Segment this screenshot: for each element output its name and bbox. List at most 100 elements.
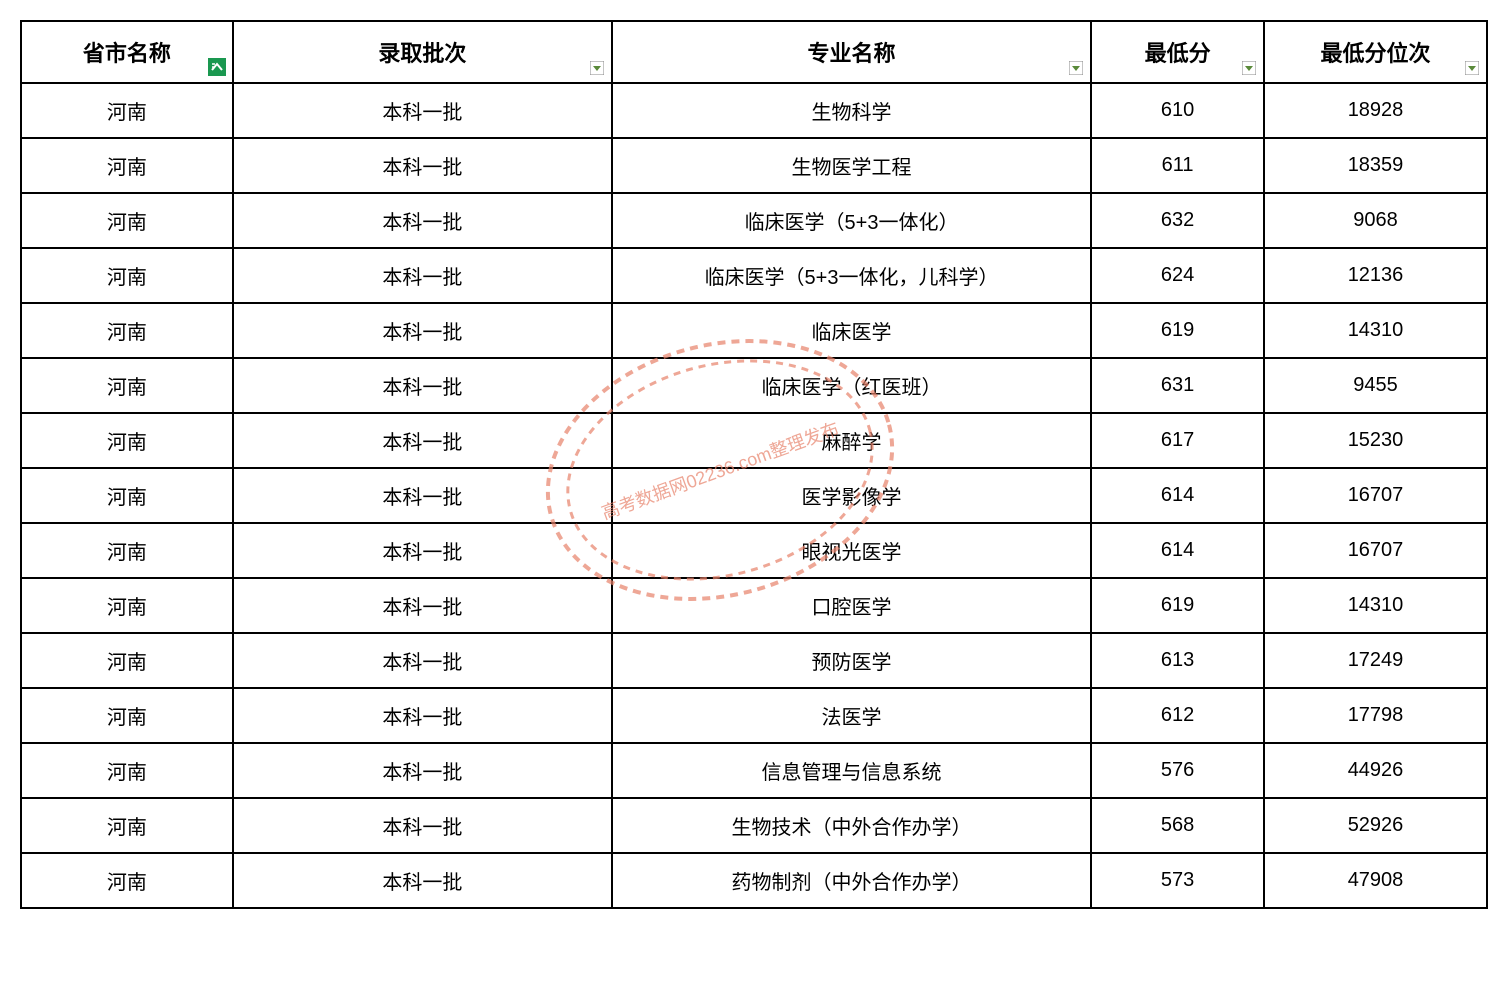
cell-province: 河南 xyxy=(21,578,233,633)
cell-major: 临床医学（5+3一体化，儿科学） xyxy=(612,248,1091,303)
cell-score: 576 xyxy=(1091,743,1264,798)
table-row: 河南本科一批眼视光医学61416707 xyxy=(21,523,1487,578)
cell-province: 河南 xyxy=(21,138,233,193)
cell-major: 医学影像学 xyxy=(612,468,1091,523)
cell-batch: 本科一批 xyxy=(233,798,612,853)
filter-dropdown-icon[interactable] xyxy=(589,60,605,76)
table-row: 河南本科一批麻醉学61715230 xyxy=(21,413,1487,468)
cell-batch: 本科一批 xyxy=(233,303,612,358)
cell-major: 临床医学 xyxy=(612,303,1091,358)
cell-province: 河南 xyxy=(21,358,233,413)
table-row: 河南本科一批医学影像学61416707 xyxy=(21,468,1487,523)
cell-score: 619 xyxy=(1091,303,1264,358)
cell-score: 611 xyxy=(1091,138,1264,193)
cell-batch: 本科一批 xyxy=(233,688,612,743)
cell-batch: 本科一批 xyxy=(233,138,612,193)
filter-dropdown-icon[interactable] xyxy=(1068,60,1084,76)
cell-rank: 9068 xyxy=(1264,193,1487,248)
table-row: 河南本科一批临床医学（5+3一体化，儿科学）62412136 xyxy=(21,248,1487,303)
table-header: 省市名称 录取批次 专业名称 xyxy=(21,21,1487,83)
admission-table: 省市名称 录取批次 专业名称 xyxy=(20,20,1488,909)
cell-score: 612 xyxy=(1091,688,1264,743)
cell-major: 生物科学 xyxy=(612,83,1091,138)
cell-major: 口腔医学 xyxy=(612,578,1091,633)
cell-province: 河南 xyxy=(21,853,233,908)
cell-province: 河南 xyxy=(21,193,233,248)
cell-rank: 15230 xyxy=(1264,413,1487,468)
cell-province: 河南 xyxy=(21,798,233,853)
cell-major: 临床医学（红医班） xyxy=(612,358,1091,413)
cell-rank: 17798 xyxy=(1264,688,1487,743)
cell-province: 河南 xyxy=(21,83,233,138)
cell-rank: 12136 xyxy=(1264,248,1487,303)
table-row: 河南本科一批临床医学（红医班）6319455 xyxy=(21,358,1487,413)
cell-batch: 本科一批 xyxy=(233,248,612,303)
cell-score: 631 xyxy=(1091,358,1264,413)
cell-score: 614 xyxy=(1091,468,1264,523)
header-rank[interactable]: 最低分位次 xyxy=(1264,21,1487,83)
cell-batch: 本科一批 xyxy=(233,193,612,248)
cell-score: 568 xyxy=(1091,798,1264,853)
cell-rank: 14310 xyxy=(1264,303,1487,358)
header-score-label: 最低分 xyxy=(1145,41,1211,66)
cell-rank: 47908 xyxy=(1264,853,1487,908)
sort-icon[interactable] xyxy=(208,58,226,76)
table-row: 河南本科一批临床医学61914310 xyxy=(21,303,1487,358)
table-row: 河南本科一批预防医学61317249 xyxy=(21,633,1487,688)
table-row: 河南本科一批生物医学工程61118359 xyxy=(21,138,1487,193)
cell-batch: 本科一批 xyxy=(233,413,612,468)
cell-province: 河南 xyxy=(21,743,233,798)
header-row: 省市名称 录取批次 专业名称 xyxy=(21,21,1487,83)
table-row: 河南本科一批临床医学（5+3一体化）6329068 xyxy=(21,193,1487,248)
cell-province: 河南 xyxy=(21,413,233,468)
cell-province: 河南 xyxy=(21,468,233,523)
table-row: 河南本科一批信息管理与信息系统57644926 xyxy=(21,743,1487,798)
cell-rank: 17249 xyxy=(1264,633,1487,688)
cell-batch: 本科一批 xyxy=(233,853,612,908)
cell-batch: 本科一批 xyxy=(233,83,612,138)
cell-rank: 44926 xyxy=(1264,743,1487,798)
cell-score: 614 xyxy=(1091,523,1264,578)
header-major[interactable]: 专业名称 xyxy=(612,21,1091,83)
cell-batch: 本科一批 xyxy=(233,358,612,413)
cell-score: 573 xyxy=(1091,853,1264,908)
cell-rank: 18928 xyxy=(1264,83,1487,138)
cell-score: 613 xyxy=(1091,633,1264,688)
cell-province: 河南 xyxy=(21,303,233,358)
table-row: 河南本科一批药物制剂（中外合作办学）57347908 xyxy=(21,853,1487,908)
cell-major: 法医学 xyxy=(612,688,1091,743)
cell-batch: 本科一批 xyxy=(233,743,612,798)
cell-rank: 14310 xyxy=(1264,578,1487,633)
cell-major: 生物医学工程 xyxy=(612,138,1091,193)
admission-table-container: 省市名称 录取批次 专业名称 xyxy=(20,20,1488,909)
cell-major: 眼视光医学 xyxy=(612,523,1091,578)
cell-batch: 本科一批 xyxy=(233,633,612,688)
cell-major: 生物技术（中外合作办学） xyxy=(612,798,1091,853)
cell-major: 麻醉学 xyxy=(612,413,1091,468)
cell-batch: 本科一批 xyxy=(233,468,612,523)
header-batch[interactable]: 录取批次 xyxy=(233,21,612,83)
cell-score: 617 xyxy=(1091,413,1264,468)
cell-rank: 52926 xyxy=(1264,798,1487,853)
header-province[interactable]: 省市名称 xyxy=(21,21,233,83)
cell-rank: 16707 xyxy=(1264,468,1487,523)
cell-province: 河南 xyxy=(21,633,233,688)
filter-dropdown-icon[interactable] xyxy=(1241,60,1257,76)
table-row: 河南本科一批生物技术（中外合作办学）56852926 xyxy=(21,798,1487,853)
table-row: 河南本科一批口腔医学61914310 xyxy=(21,578,1487,633)
table-row: 河南本科一批法医学61217798 xyxy=(21,688,1487,743)
header-major-label: 专业名称 xyxy=(808,41,896,66)
cell-batch: 本科一批 xyxy=(233,523,612,578)
cell-province: 河南 xyxy=(21,248,233,303)
cell-province: 河南 xyxy=(21,688,233,743)
cell-major: 药物制剂（中外合作办学） xyxy=(612,853,1091,908)
cell-batch: 本科一批 xyxy=(233,578,612,633)
cell-score: 610 xyxy=(1091,83,1264,138)
header-rank-label: 最低分位次 xyxy=(1321,41,1431,66)
cell-major: 信息管理与信息系统 xyxy=(612,743,1091,798)
header-province-label: 省市名称 xyxy=(83,41,171,66)
table-body: 河南本科一批生物科学61018928河南本科一批生物医学工程61118359河南… xyxy=(21,83,1487,908)
header-score[interactable]: 最低分 xyxy=(1091,21,1264,83)
filter-dropdown-icon[interactable] xyxy=(1464,60,1480,76)
cell-score: 624 xyxy=(1091,248,1264,303)
